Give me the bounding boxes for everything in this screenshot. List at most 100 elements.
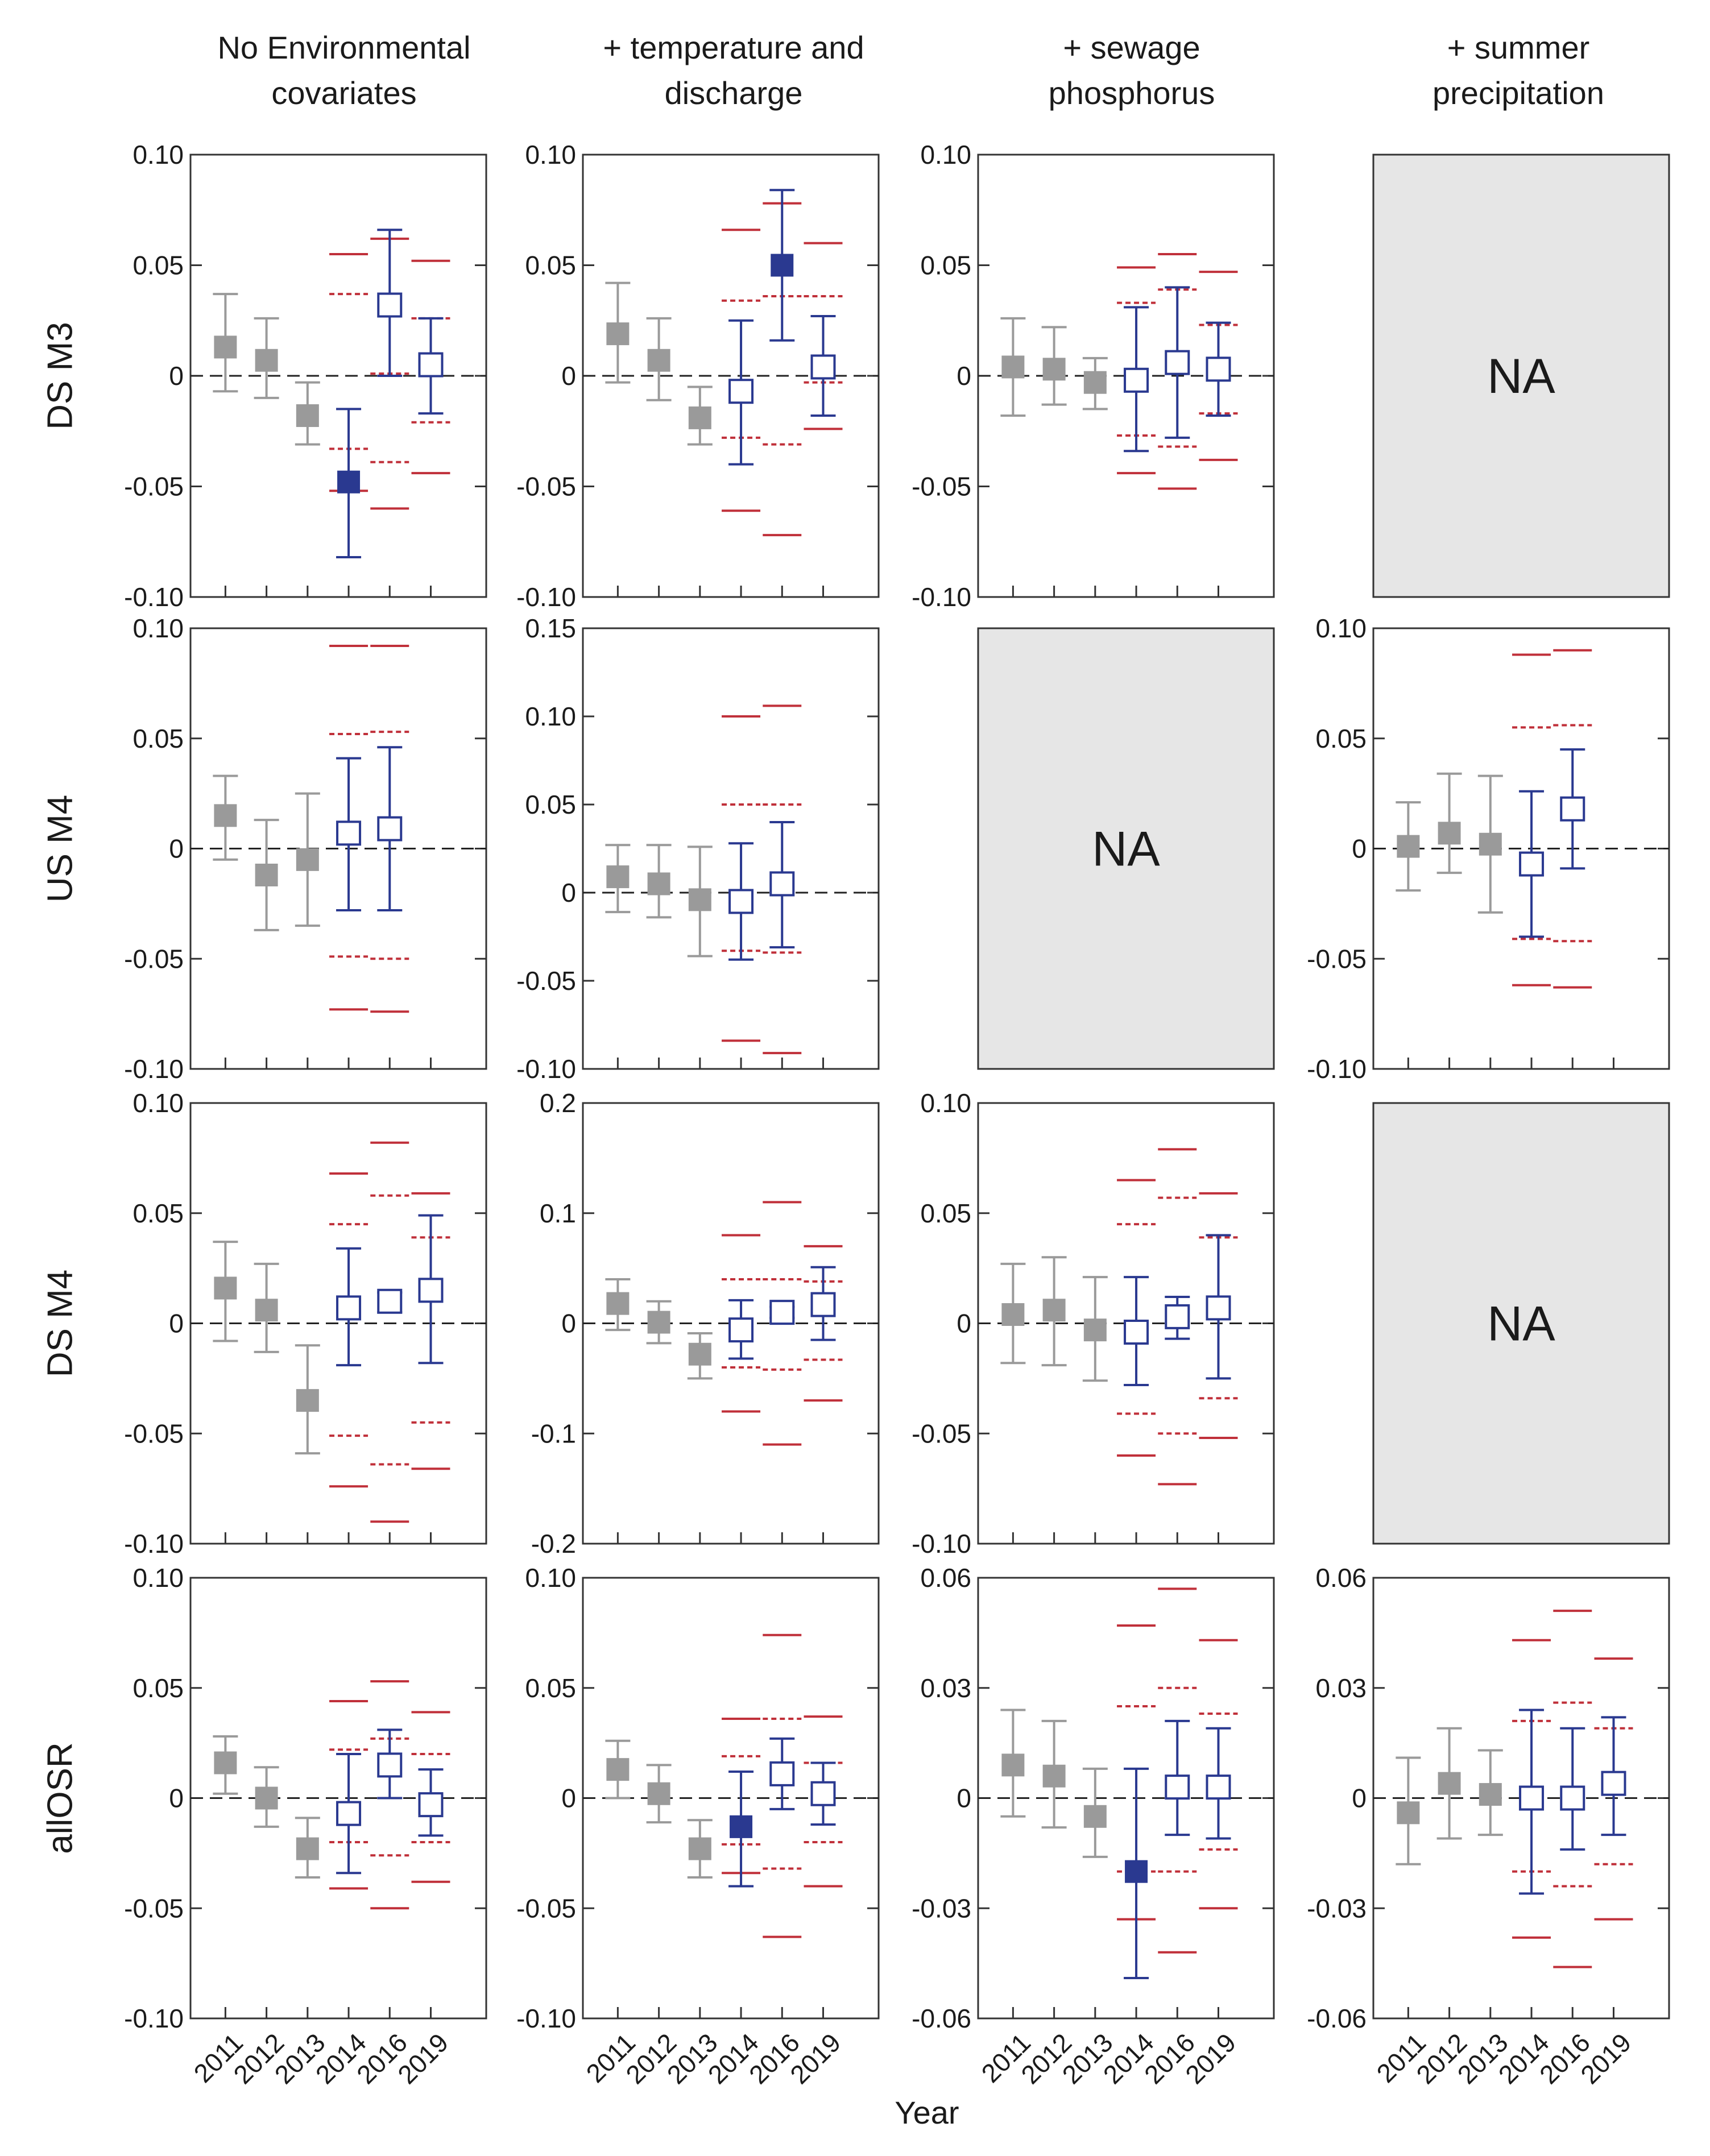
data-point-2014: [722, 1718, 761, 1888]
data-point-2012: [1436, 1727, 1462, 1840]
x-axis-label: Year: [895, 2095, 959, 2130]
marker-open: [1601, 1771, 1626, 1796]
marker-open: [1519, 1785, 1545, 1811]
y-tick-label: -0.05: [1307, 944, 1367, 973]
y-tick-label: 0: [169, 1309, 184, 1338]
data-point-2011: [1000, 1262, 1026, 1365]
marker-gray: [296, 1389, 319, 1412]
y-tick-label: 0.03: [920, 1673, 971, 1703]
y-tick-label: 0: [561, 1309, 576, 1338]
row-label-4: allOSR: [40, 1742, 80, 1854]
data-point-2019: [804, 1245, 843, 1402]
marker-gray: [1438, 1772, 1461, 1795]
marker-open: [728, 379, 754, 404]
data-point-2019: [1199, 271, 1238, 461]
data-point-2014: [1512, 1639, 1551, 1939]
data-point-2016: [370, 645, 409, 1013]
data-point-2014: [1512, 653, 1551, 986]
marker-gray: [1083, 371, 1107, 394]
marker-open: [810, 354, 836, 380]
y-tick-label: 0.10: [525, 140, 576, 169]
marker-open: [1165, 350, 1190, 375]
data-point-2019: [1594, 1657, 1633, 1921]
data-point-2012: [1041, 1256, 1067, 1367]
data-point-2014: [722, 1234, 761, 1413]
y-tick-label: 0: [1352, 1784, 1367, 1813]
marker-open: [336, 820, 362, 846]
marker-open: [769, 871, 795, 897]
y-tick-label: 0: [561, 1784, 576, 1813]
y-tick-label: 0.05: [920, 1199, 971, 1228]
y-tick-label: -0.10: [124, 582, 184, 612]
y-tick-label: 0.05: [133, 251, 184, 280]
data-point-2011: [1000, 317, 1026, 417]
data-point-2012: [254, 317, 279, 399]
data-point-2019: [1199, 1192, 1238, 1439]
y-tick-label: -0.1: [531, 1419, 576, 1448]
data-point-2013: [687, 385, 713, 446]
data-point-2013: [1477, 1749, 1503, 1836]
data-point-2014: [329, 1700, 369, 1890]
data-point-2011: [605, 844, 631, 914]
row-labels: DS M3 US M4 DS M4 allOSR: [40, 322, 80, 1854]
y-tick-label: 0: [561, 361, 576, 391]
y-tick-label: 0.05: [133, 1199, 184, 1228]
marker-gray: [214, 1751, 237, 1774]
marker-open: [769, 1300, 795, 1325]
panel-r4-c1: 0.100.050-0.05-0.10201120122013201420162…: [124, 1563, 487, 2089]
data-point-2019: [1199, 1639, 1238, 1910]
na-label: NA: [1487, 349, 1555, 404]
marker-gray: [1438, 822, 1461, 845]
marker-gray: [1042, 1299, 1066, 1322]
panel-r1-c2: 0.10 0.05 0 -0.05 -0.10: [516, 140, 880, 612]
marker-filled: [337, 470, 361, 494]
y-tick-label: 0: [169, 834, 184, 864]
data-point-2013: [295, 1344, 320, 1455]
marker-open: [1206, 1774, 1231, 1800]
data-point-2014: [329, 645, 369, 1011]
marker-gray: [296, 848, 319, 871]
y-tick-label: -0.05: [516, 1893, 576, 1923]
data-point-2014: [1117, 1179, 1156, 1457]
data-point-2012: [646, 1300, 672, 1345]
data-point-2016: [763, 1201, 802, 1446]
data-point-2019: [804, 1715, 843, 1888]
y-tick-label: 0.05: [525, 790, 576, 819]
marker-open: [336, 1295, 362, 1321]
marker-open: [336, 1801, 362, 1826]
panel-r2-c3: NA: [977, 627, 1275, 1070]
marker-open: [418, 1792, 444, 1818]
data-point-2016: [763, 704, 802, 1055]
marker-open: [728, 889, 754, 914]
y-tick-label: 0.05: [525, 251, 576, 280]
data-point-2012: [1436, 772, 1462, 874]
marker-gray: [688, 888, 711, 911]
panel-r4-c3: 0.060.030-0.03-0.06201120122013201420162…: [912, 1563, 1275, 2089]
marker-open: [377, 816, 403, 841]
marker-open: [1206, 356, 1231, 382]
y-tick-label: 0.10: [525, 1563, 576, 1593]
panel-r1-c4: NA: [1372, 154, 1670, 598]
y-tick-label: 0.06: [920, 1563, 971, 1593]
data-point-2016: [763, 1633, 802, 1938]
y-tick-label: 0.05: [1315, 724, 1367, 753]
marker-gray: [1397, 1801, 1420, 1825]
row-label-1: DS M3: [40, 322, 80, 429]
column-title-4-line-2: precipitation: [1432, 75, 1604, 111]
data-point-2012: [254, 1766, 279, 1828]
data-point-2014: [1117, 1624, 1156, 1979]
data-point-2016: [370, 229, 409, 510]
marker-open: [418, 1278, 444, 1303]
data-point-2011: [1000, 1709, 1026, 1818]
data-point-2011: [213, 1241, 238, 1342]
y-tick-label: 0.05: [920, 251, 971, 280]
panel-r4-c2: 0.100.050-0.05-0.10201120122013201420162…: [516, 1563, 880, 2089]
y-tick-label: 0.05: [133, 1673, 184, 1703]
data-point-2016: [763, 189, 802, 537]
data-point-2013: [295, 792, 320, 927]
panel-r3-c2: 0.2 0.1 0 -0.1 -0.2: [531, 1088, 880, 1558]
panels: 0.100.050-0.05-0.100.100.050-0.05-0.100.…: [124, 140, 1670, 2089]
data-point-2013: [1477, 774, 1503, 914]
data-point-2012: [254, 819, 279, 931]
marker-gray: [1479, 832, 1502, 856]
